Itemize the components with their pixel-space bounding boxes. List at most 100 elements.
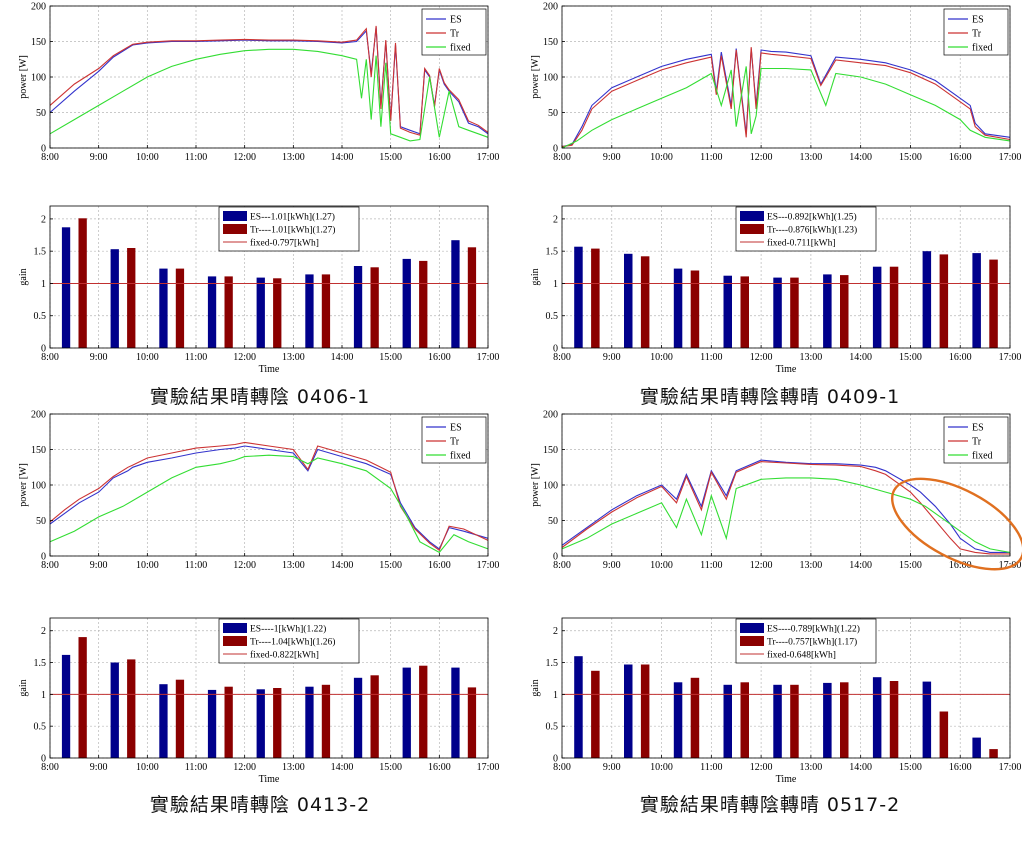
y-axis-label: gain bbox=[530, 679, 541, 696]
legend-label: ES----1[kWh](1.22) bbox=[250, 624, 326, 635]
bar-tr bbox=[468, 247, 476, 348]
x-tick-label: 11:00 bbox=[185, 352, 207, 363]
x-tick-label: 15:00 bbox=[899, 352, 922, 363]
chart-p0406: 8:00 9:00 10:00 11:00 12:00 13:00 14:00 15:00 16… bbox=[0, 0, 500, 170]
x-tick-label: 13:00 bbox=[282, 152, 305, 163]
bar-tr bbox=[371, 267, 379, 348]
x-tick-label: 16:00 bbox=[949, 352, 972, 363]
y-tick-label: 50 bbox=[548, 108, 558, 119]
x-tick-label: 14:00 bbox=[331, 352, 354, 363]
x-tick-label: 10:00 bbox=[136, 560, 159, 571]
bar-tr bbox=[322, 274, 330, 348]
bar-tr bbox=[890, 267, 899, 348]
y-tick-label: 50 bbox=[36, 516, 46, 527]
x-tick-label: 9:00 bbox=[603, 352, 621, 363]
bar-es bbox=[403, 668, 411, 758]
x-tick-label: 11:00 bbox=[185, 152, 207, 163]
legend-label: ES---1.01[kWh](1.27) bbox=[250, 212, 335, 223]
legend-label: fixed bbox=[972, 451, 993, 462]
series-line-tr bbox=[562, 462, 1010, 554]
x-tick-label: 16:00 bbox=[428, 762, 451, 773]
y-tick-label: 2 bbox=[41, 626, 46, 637]
y-tick-label: 50 bbox=[548, 516, 558, 527]
x-tick-label: 11:00 bbox=[700, 352, 722, 363]
bar-es bbox=[159, 684, 167, 758]
x-tick-label: 14:00 bbox=[849, 152, 872, 163]
caption-0406: 實驗結果晴轉陰 0406-1 bbox=[10, 382, 510, 409]
y-tick-label: 0 bbox=[553, 144, 558, 155]
bar-es bbox=[111, 663, 119, 759]
bar-tr bbox=[940, 254, 949, 348]
y-axis-label: gain bbox=[530, 268, 541, 285]
bar-es bbox=[624, 254, 633, 348]
x-tick-label: 9:00 bbox=[90, 352, 108, 363]
x-axis-label: Time bbox=[776, 364, 797, 375]
y-tick-label: 150 bbox=[543, 445, 558, 456]
x-tick-label: 10:00 bbox=[650, 352, 673, 363]
y-tick-label: 0 bbox=[553, 754, 558, 765]
chart-p0517: 8:00 9:00 10:00 11:00 12:00 13:00 14:00 15:00 16… bbox=[512, 408, 1022, 578]
y-tick-label: 1.5 bbox=[34, 247, 47, 258]
x-tick-label: 12:00 bbox=[750, 560, 773, 571]
x-tick-label: 13:00 bbox=[799, 352, 822, 363]
bar-tr bbox=[641, 256, 650, 348]
legend-label: Tr bbox=[450, 437, 460, 448]
x-tick-label: 14:00 bbox=[331, 560, 354, 571]
y-tick-label: 0 bbox=[553, 552, 558, 563]
bar-tr bbox=[176, 269, 184, 348]
y-tick-label: 200 bbox=[31, 410, 46, 421]
bar-tr bbox=[225, 276, 233, 348]
x-tick-label: 11:00 bbox=[185, 560, 207, 571]
x-tick-label: 15:00 bbox=[379, 762, 402, 773]
legend-label: ES bbox=[972, 423, 984, 434]
x-tick-label: 9:00 bbox=[90, 560, 108, 571]
x-tick-label: 13:00 bbox=[282, 560, 305, 571]
x-tick-label: 12:00 bbox=[233, 152, 256, 163]
bar-tr bbox=[322, 685, 330, 758]
y-tick-label: 0 bbox=[41, 344, 46, 355]
bar-es bbox=[354, 678, 362, 758]
series-line-fixed bbox=[562, 66, 1010, 148]
y-tick-label: 1.5 bbox=[546, 247, 559, 258]
bar-tr bbox=[591, 249, 600, 348]
y-tick-label: 200 bbox=[543, 410, 558, 421]
bar-es bbox=[159, 269, 167, 348]
legend-label: Tr bbox=[972, 29, 982, 40]
bar-tr bbox=[591, 671, 600, 758]
bar-es bbox=[724, 685, 733, 758]
y-tick-label: 0 bbox=[41, 144, 46, 155]
x-tick-label: 17:00 bbox=[477, 352, 500, 363]
legend-label: Tr bbox=[972, 437, 982, 448]
bar-es bbox=[451, 668, 459, 758]
chart-p0413: 8:00 9:00 10:00 11:00 12:00 13:00 14:00 15:00 16… bbox=[0, 408, 500, 578]
chart-g0413: 8:00 9:00 10:00 11:00 12:00 13:00 14:00 15:00 16… bbox=[0, 610, 500, 790]
x-tick-label: 13:00 bbox=[799, 152, 822, 163]
bar-tr bbox=[840, 275, 849, 348]
bar-es bbox=[624, 665, 633, 759]
legend-swatch bbox=[223, 211, 247, 221]
x-tick-label: 12:00 bbox=[233, 762, 256, 773]
y-tick-label: 0.5 bbox=[546, 311, 559, 322]
x-tick-label: 16:00 bbox=[428, 560, 451, 571]
x-axis-label: Time bbox=[776, 774, 797, 785]
bar-tr bbox=[691, 678, 700, 758]
x-tick-label: 17:00 bbox=[477, 152, 500, 163]
x-tick-label: 10:00 bbox=[136, 152, 159, 163]
x-tick-label: 15:00 bbox=[899, 152, 922, 163]
x-tick-label: 13:00 bbox=[799, 762, 822, 773]
legend-label: Tr----1.04[kWh](1.26) bbox=[250, 637, 335, 648]
bar-es bbox=[972, 253, 981, 348]
y-tick-label: 2 bbox=[553, 214, 558, 225]
bar-tr bbox=[989, 749, 998, 758]
legend-label: fixed bbox=[972, 43, 993, 54]
chart-g0406: 8:00 9:00 10:00 11:00 12:00 13:00 14:00 15:00 16… bbox=[0, 198, 500, 380]
y-axis-label: power [W] bbox=[530, 55, 541, 99]
x-axis-label: Time bbox=[259, 774, 280, 785]
bar-tr bbox=[127, 248, 135, 348]
bar-es bbox=[62, 655, 70, 758]
y-tick-label: 150 bbox=[31, 37, 46, 48]
legend-label: ES bbox=[450, 423, 462, 434]
chart-g0409: 8:00 9:00 10:00 11:00 12:00 13:00 14:00 15:00 16… bbox=[512, 198, 1022, 380]
x-tick-label: 15:00 bbox=[379, 560, 402, 571]
bar-es bbox=[674, 682, 683, 758]
